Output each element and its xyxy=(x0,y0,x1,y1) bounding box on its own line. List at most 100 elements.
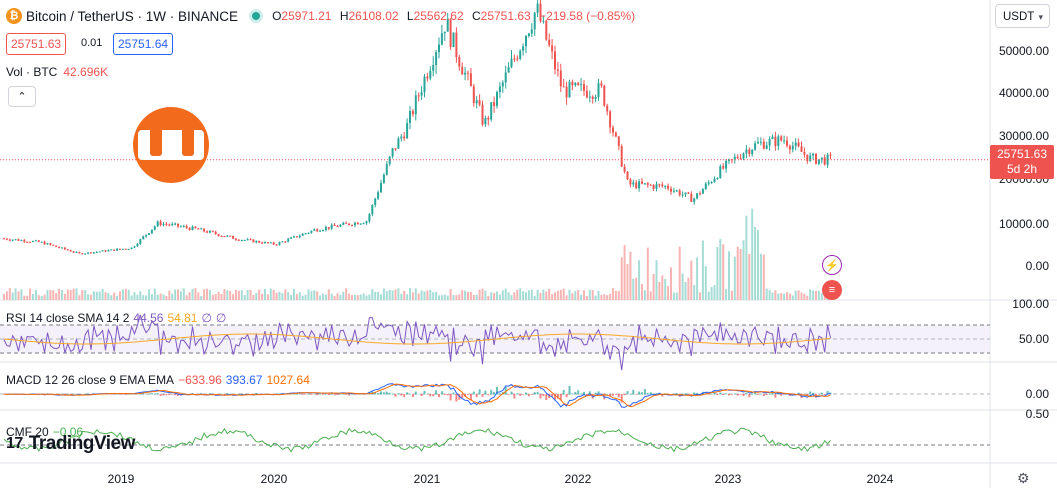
collapse-legend-button[interactable]: ⌃ xyxy=(8,86,36,107)
candle-body xyxy=(223,236,226,238)
lightning-event-icon[interactable]: ⚡ xyxy=(822,255,842,275)
volume-bar xyxy=(652,273,655,300)
candle-body xyxy=(46,243,49,245)
candle-body xyxy=(496,92,498,106)
macd-histogram-bar xyxy=(716,394,719,396)
macd-histogram-bar xyxy=(142,393,145,395)
macd-histogram-bar xyxy=(237,393,240,395)
macd-histogram-bar xyxy=(530,394,533,395)
macd-histogram-bar xyxy=(168,394,171,396)
cmf-legend[interactable]: CMF 20 −0.06 xyxy=(6,425,84,439)
macd-histogram-bar xyxy=(316,394,319,396)
volume-bar xyxy=(168,290,171,300)
candle-body xyxy=(34,240,37,242)
candle-body xyxy=(751,149,754,155)
rsi-legend[interactable]: RSI 14 close SMA 14 2 44.56 54.81 ∅ ∅ xyxy=(6,311,227,325)
ohlc-readout: O25971.21 H26108.02 L25562.62 C25751.63 … xyxy=(272,9,636,23)
macd-histogram-bar xyxy=(472,391,475,395)
volume-bar xyxy=(713,285,716,300)
volume-bar xyxy=(235,289,237,300)
macd-histogram-bar xyxy=(113,394,116,395)
candle-body xyxy=(603,85,606,106)
volume-bar xyxy=(208,289,211,300)
volume-bar xyxy=(211,294,214,300)
candle-body xyxy=(406,123,409,139)
price-axis-label: 40000.00 xyxy=(999,86,1049,100)
candle-body xyxy=(435,52,438,66)
macd-histogram-bar xyxy=(736,394,739,396)
candle-body xyxy=(475,100,478,104)
macd-histogram-bar xyxy=(693,392,696,395)
candle-body xyxy=(829,154,832,156)
macd-histogram-bar xyxy=(388,392,391,395)
macd-histogram-bar xyxy=(403,394,406,398)
candle-body xyxy=(174,223,177,225)
settings-gear-icon[interactable]: ⚙ xyxy=(1017,470,1030,486)
candle-body xyxy=(353,222,356,226)
rsi-line xyxy=(3,314,831,371)
candle-body xyxy=(446,19,449,32)
volume-bar xyxy=(182,288,185,300)
volume-bar xyxy=(757,230,759,300)
macd-histogram-bar xyxy=(356,394,359,395)
volume-bar xyxy=(498,294,501,300)
candle-body xyxy=(87,252,90,254)
macd-histogram-bar xyxy=(722,394,725,395)
volume-bar xyxy=(275,292,278,300)
candle-body xyxy=(298,235,301,238)
candle-body xyxy=(774,136,777,146)
currency-select[interactable]: USDT ▾ xyxy=(995,4,1050,28)
volume-label: Vol · BTC xyxy=(6,65,58,79)
macd-histogram-bar xyxy=(496,386,498,395)
volume-bar xyxy=(507,292,510,300)
candle-body xyxy=(788,145,791,150)
candle-body xyxy=(148,233,150,235)
volume-bar xyxy=(530,289,533,300)
volume-bar xyxy=(504,288,507,300)
volume-bar xyxy=(435,291,438,300)
macd-histogram-bar xyxy=(426,394,429,395)
volume-bar xyxy=(98,291,101,300)
macd-histogram-bar xyxy=(765,394,768,395)
macd-histogram-bar xyxy=(536,391,539,395)
candle-body xyxy=(762,141,765,149)
macd-legend[interactable]: MACD 12 26 close 9 EMA EMA −633.96 393.67 1… xyxy=(6,373,310,387)
exchange-logo-mark xyxy=(138,130,204,160)
candle-body xyxy=(319,230,322,232)
us-flag-event-icon[interactable]: ≡ xyxy=(822,280,842,300)
volume-bar xyxy=(165,295,168,300)
volume-bar xyxy=(43,294,46,300)
volume-bar xyxy=(768,290,771,300)
candle-body xyxy=(145,234,148,237)
volume-bar xyxy=(635,277,638,300)
volume-bar xyxy=(820,293,823,300)
volume-bar xyxy=(696,257,699,300)
tradingview-logo[interactable]: 17 TradingView xyxy=(6,433,135,455)
volume-bar xyxy=(536,289,539,300)
volume-bar xyxy=(377,291,380,300)
candle-body xyxy=(786,140,788,146)
volume-bar xyxy=(107,293,110,300)
symbol-title[interactable]: Bitcoin / TetherUS · 1W · BINANCE xyxy=(26,8,239,24)
sell-button[interactable]: 25751.63 xyxy=(6,33,67,55)
macd-histogram-bar xyxy=(620,394,623,403)
candle-body xyxy=(368,214,371,222)
buy-button[interactable]: 25751.64 xyxy=(113,33,174,55)
candle-body xyxy=(684,192,687,195)
macd-histogram-bar xyxy=(414,391,417,395)
volume-bar xyxy=(353,294,356,300)
volume-bar xyxy=(646,247,649,300)
candle-body xyxy=(809,155,812,162)
candle-body xyxy=(342,222,345,225)
volume-bar xyxy=(687,277,690,300)
volume-bar xyxy=(571,293,574,300)
candle-body xyxy=(559,70,562,87)
macd-histogram-bar xyxy=(728,394,730,396)
volume-bar xyxy=(243,295,246,300)
macd-histogram-bar xyxy=(730,394,733,395)
volume-bar xyxy=(240,290,243,300)
volume-bar xyxy=(191,288,194,300)
macd-histogram-bar xyxy=(635,394,638,395)
candle-body xyxy=(771,136,774,139)
